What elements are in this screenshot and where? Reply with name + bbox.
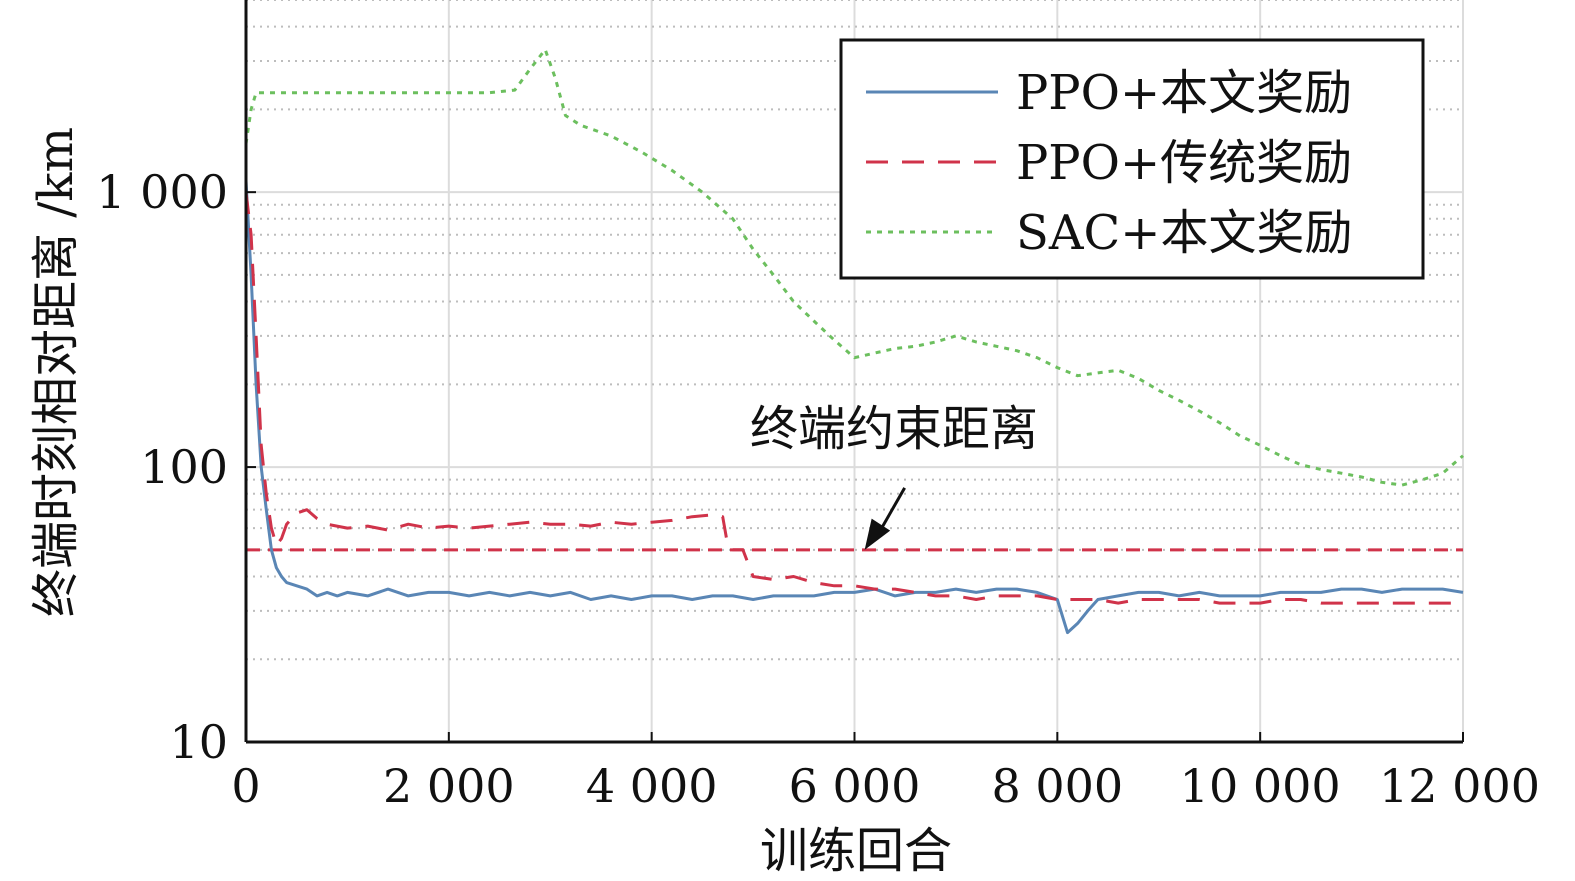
legend: PPO+本文奖励 PPO+传统奖励 SAC+本文奖励	[839, 38, 1425, 280]
y-tick-label: 1 000	[96, 165, 228, 219]
x-tick-label: 10 000	[1180, 759, 1341, 813]
legend-box	[839, 38, 1425, 280]
x-tick-label: 12 000	[1379, 759, 1540, 813]
legend-label-1: PPO+本文奖励	[1016, 65, 1352, 121]
y-tick-label: 100	[140, 440, 228, 494]
x-tick-label: 0	[231, 759, 260, 813]
annotation-arrow-head	[864, 518, 891, 550]
annotation-arrow-line	[879, 487, 906, 531]
x-tick-label: 4 000	[586, 759, 718, 813]
x-axis-label: 训练回合	[760, 823, 952, 879]
series-line-2	[244, 192, 1463, 605]
axes	[244, 0, 1464, 744]
legend-label-2: PPO+传统奖励	[1016, 135, 1352, 191]
y-axis-label: 终端时刻相对距离 /km	[28, 127, 84, 617]
x-tick-label: 8 000	[991, 759, 1123, 813]
annotation-text: 终端约束距离	[750, 401, 1038, 457]
x-tick-label: 2 000	[383, 759, 515, 813]
legend-label-3: SAC+本文奖励	[1016, 205, 1353, 261]
annotation: 终端约束距离	[750, 401, 1038, 550]
x-tick-label: 6 000	[789, 759, 921, 813]
y-tick-label: 10	[169, 715, 228, 769]
series-line-1	[244, 180, 1464, 635]
tick-labels: 0 2 000 4 000 6 000 8 000 10 000 12 000 10 100 1 …	[96, 165, 1540, 813]
series-layer	[244, 48, 1464, 635]
